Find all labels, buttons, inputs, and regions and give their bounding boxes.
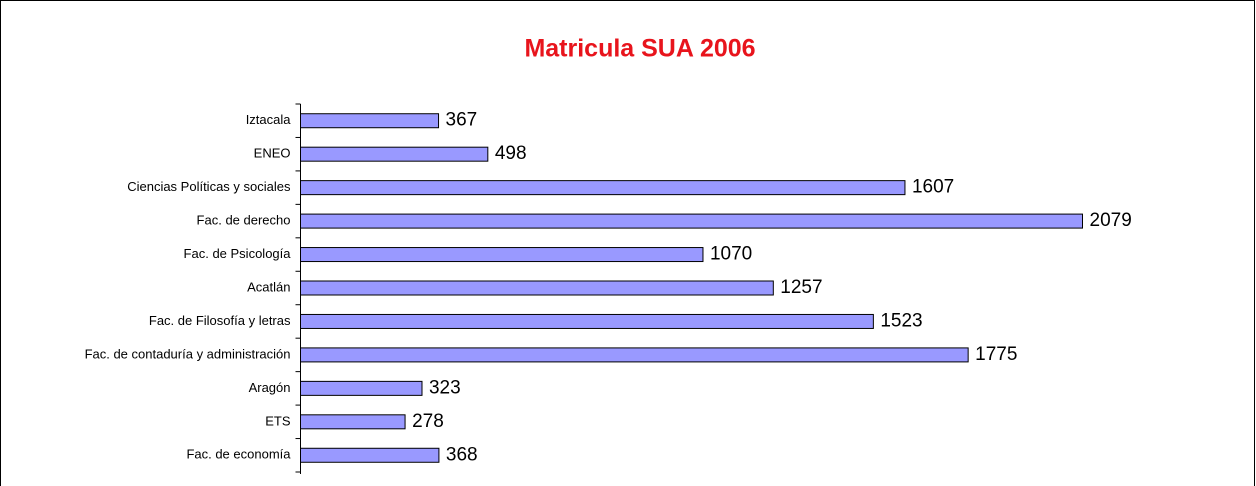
y-tick-label: Fac. de economía — [186, 447, 291, 462]
data-label: 498 — [495, 143, 527, 164]
data-label: 1257 — [780, 277, 822, 298]
chart-title: Matricula SUA 2006 — [524, 35, 755, 63]
data-label: 1070 — [710, 244, 752, 265]
data-label: 1523 — [880, 310, 922, 331]
bar — [300, 447, 440, 463]
y-tick-label: Ciencias Políticas y sociales — [127, 179, 291, 194]
bar — [300, 213, 1083, 229]
bar — [300, 414, 406, 430]
bar — [300, 380, 423, 396]
bar — [300, 347, 969, 363]
data-label: 1607 — [912, 177, 954, 198]
y-tick-label: Fac. de Filosofía y letras — [149, 313, 291, 328]
bar — [300, 280, 774, 296]
data-label: 367 — [446, 110, 478, 131]
data-label: 2079 — [1090, 210, 1132, 231]
y-tick-label: Iztacala — [246, 112, 292, 127]
data-label: 368 — [446, 444, 478, 465]
y-tick-label: ENEO — [254, 146, 291, 161]
data-label: 1775 — [975, 344, 1017, 365]
bar — [300, 113, 440, 129]
data-label: 278 — [412, 411, 444, 432]
y-tick-label: ETS — [265, 413, 291, 428]
data-label: 323 — [429, 377, 461, 398]
bar — [300, 146, 489, 162]
y-tick-label: Fac. de derecho — [197, 213, 291, 228]
y-tick-label: Fac. de contaduría y administración — [85, 346, 291, 361]
bar — [300, 313, 874, 329]
bar — [300, 247, 704, 263]
y-tick-label: Fac. de Psicología — [184, 246, 292, 261]
y-tick-label: Acatlán — [247, 279, 290, 294]
y-tick-label: Aragón — [249, 380, 291, 395]
bar — [300, 180, 906, 196]
